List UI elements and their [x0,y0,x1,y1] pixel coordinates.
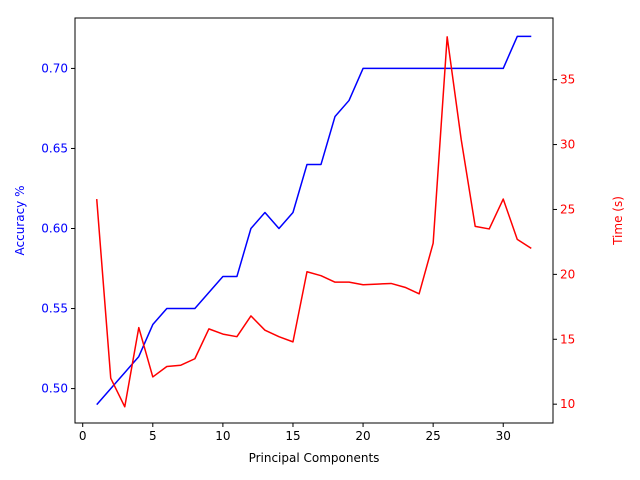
y-axis-right-label: Time (s) [611,196,625,246]
x-tick-label: 10 [215,429,230,443]
x-axis-label: Principal Components [249,451,380,465]
y-left-tick-label: 0.65 [41,141,68,155]
x-tick-label: 0 [79,429,87,443]
y-right-tick-label: 30 [560,138,575,152]
plot-frame [74,17,554,424]
y-left-tick-label: 0.60 [41,222,68,236]
y-axis-right: 10 15 20 25 30 35 [553,73,575,411]
plot-lines [95,35,532,408]
y-left-tick-label: 0.70 [41,61,68,75]
x-tick-label: 15 [285,429,300,443]
y-right-tick-label: 15 [560,332,575,346]
time-series-line [95,36,532,408]
x-tick-label: 25 [426,429,441,443]
y-right-tick-label: 35 [560,73,575,87]
y-right-tick-label: 10 [560,397,575,411]
y-left-tick-label: 0.50 [41,382,68,396]
y-axis-left: 0.50 0.55 0.60 0.65 0.70 [41,61,75,396]
x-tick-label: 30 [496,429,511,443]
accuracy-series-line [96,35,532,406]
y-axis-left-label: Accuracy % [13,185,27,255]
x-axis: 0 5 10 15 20 25 30 [79,423,511,443]
x-tick-label: 20 [355,429,370,443]
y-right-tick-label: 20 [560,267,575,281]
y-right-tick-label: 25 [560,202,575,216]
y-left-tick-label: 0.55 [41,302,68,316]
x-tick-label: 5 [149,429,157,443]
